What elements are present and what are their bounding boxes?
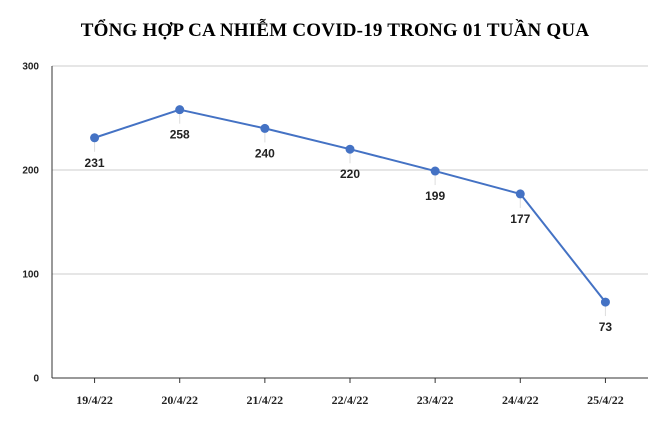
- data-label: 199: [425, 189, 445, 203]
- data-labels: 231 258 240 220 199 177 73: [85, 128, 613, 334]
- data-point: [260, 123, 270, 133]
- data-label: 177: [510, 212, 530, 226]
- y-tick-labels: 0 100 200 300: [22, 62, 39, 385]
- data-point: [600, 297, 610, 307]
- x-tick-label: 23/4/22: [417, 393, 454, 407]
- data-label: 258: [170, 128, 190, 142]
- data-point: [175, 105, 185, 115]
- x-tick-label: 24/4/22: [502, 393, 539, 407]
- data-points: [90, 105, 610, 317]
- y-tick-label: 300: [22, 62, 39, 73]
- gridlines: [52, 65, 648, 275]
- data-point: [90, 133, 100, 143]
- x-tick-label: 22/4/22: [332, 393, 369, 407]
- data-point: [515, 189, 525, 199]
- x-tick-label: 19/4/22: [76, 393, 113, 407]
- data-point: [345, 144, 355, 154]
- chart-title: TỔNG HỢP CA NHIỄM COVID-19 TRONG 01 TUẦN…: [80, 20, 590, 41]
- y-tick-label: 0: [33, 374, 39, 385]
- x-tick-labels: 19/4/22 20/4/22 21/4/22 22/4/22 23/4/22 24/4/…: [76, 393, 624, 407]
- x-tick-label: 21/4/22: [247, 393, 284, 407]
- x-tick-label: 25/4/22: [587, 393, 624, 407]
- data-label: 240: [255, 146, 275, 160]
- data-label: 220: [340, 167, 360, 181]
- data-label: 73: [599, 320, 613, 334]
- y-tick-label: 200: [22, 166, 39, 177]
- axes: [51, 66, 648, 383]
- x-tick-label: 20/4/22: [161, 393, 198, 407]
- data-label: 231: [85, 156, 105, 170]
- y-tick-label: 100: [22, 270, 39, 281]
- data-point: [430, 166, 440, 176]
